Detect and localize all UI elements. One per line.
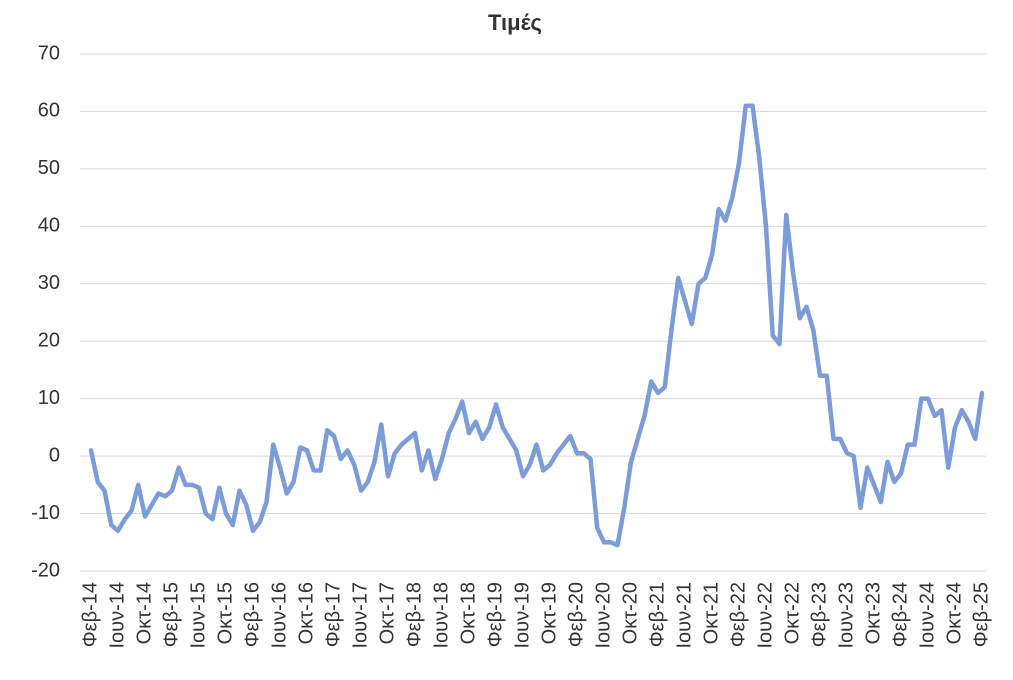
x-tick-label: Οκτ-15 xyxy=(214,582,236,644)
x-tick-label: Οκτ-22 xyxy=(781,582,803,644)
x-tick-label: Ιουν-24 xyxy=(916,582,938,649)
x-tick-label: Ιουν-23 xyxy=(835,582,857,649)
y-tick-label: 30 xyxy=(38,272,60,294)
x-tick-label: Ιουν-22 xyxy=(754,582,776,649)
x-tick-label: Οκτ-19 xyxy=(538,582,560,644)
x-tick-label: Οκτ-16 xyxy=(295,582,317,644)
x-tick-label: Οκτ-14 xyxy=(133,582,155,644)
x-tick-label: Οκτ-24 xyxy=(943,582,965,644)
x-tick-label: Οκτ-20 xyxy=(619,582,641,644)
y-tick-label: 10 xyxy=(38,387,60,409)
x-tick-label: Ιουν-20 xyxy=(592,582,614,649)
x-tick-label: Φεβ-17 xyxy=(322,582,344,647)
x-tick-label: Φεβ-24 xyxy=(889,582,911,647)
x-tick-label: Ιουν-21 xyxy=(673,582,695,649)
x-tick-label: Φεβ-16 xyxy=(241,582,263,647)
x-tick-label: Ιουν-15 xyxy=(187,582,209,649)
x-tick-label: Οκτ-23 xyxy=(862,582,884,644)
x-tick-label: Φεβ-21 xyxy=(646,582,668,647)
x-tick-label: Φεβ-19 xyxy=(484,582,506,647)
y-tick-label: 20 xyxy=(38,330,60,352)
x-tick-label: Ιουν-17 xyxy=(349,582,371,649)
x-tick-label: Οκτ-21 xyxy=(700,582,722,644)
data-line xyxy=(88,103,985,548)
y-tick-label: 50 xyxy=(38,157,60,179)
x-tick-label: Φεβ-20 xyxy=(565,582,587,647)
y-tick-label: 40 xyxy=(38,215,60,237)
x-tick-label: Ιουν-14 xyxy=(106,582,128,649)
x-tick-label: Οκτ-18 xyxy=(457,582,479,644)
y-tick-label: 60 xyxy=(38,100,60,122)
x-tick-label: Φεβ-18 xyxy=(403,582,425,647)
x-tick-label: Ιουν-19 xyxy=(511,582,533,649)
x-tick-label: Ιουν-16 xyxy=(268,582,290,649)
x-tick-label: Οκτ-17 xyxy=(376,582,398,644)
y-tick-label: 0 xyxy=(49,444,60,466)
x-tick-label: Φεβ-23 xyxy=(808,582,830,647)
x-tick-label: Φεβ-25 xyxy=(970,582,992,647)
y-tick-label: 70 xyxy=(38,42,60,64)
x-tick-label: Φεβ-22 xyxy=(727,582,749,647)
y-tick-label: -10 xyxy=(31,502,60,524)
y-tick-label: -20 xyxy=(31,559,60,581)
chart-title: Τιμές xyxy=(488,10,542,35)
x-tick-label: Φεβ-14 xyxy=(79,582,101,647)
x-tick-label: Ιουν-18 xyxy=(430,582,452,649)
x-tick-label: Φεβ-15 xyxy=(160,582,182,647)
